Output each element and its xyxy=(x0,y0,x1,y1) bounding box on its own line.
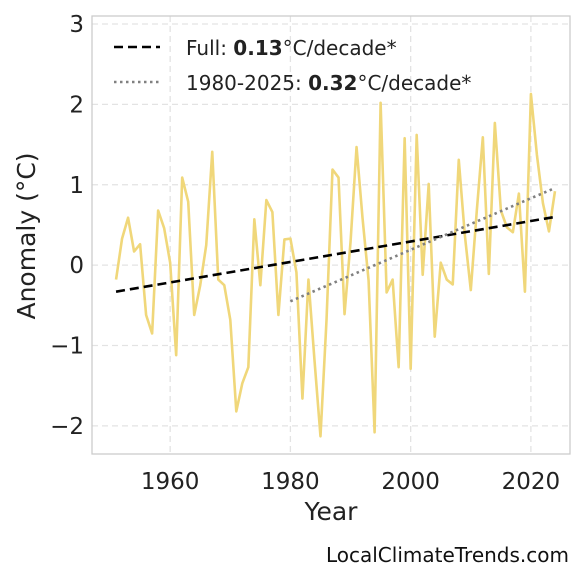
y-tick-label: 2 xyxy=(69,92,84,118)
site-credit: LocalClimateTrends.com xyxy=(325,543,569,567)
legend: Full: 0.13°C/decade* 1980-2025: 0.32°C/d… xyxy=(114,36,471,95)
y-tick-label: 3 xyxy=(69,12,84,38)
y-tick-label: 1 xyxy=(69,173,84,199)
x-tick-label: 2000 xyxy=(381,469,440,495)
plot-frame xyxy=(91,15,571,455)
y-axis-label: Anomaly (°C) xyxy=(12,152,41,319)
grid xyxy=(92,16,570,454)
x-axis-label: Year xyxy=(304,497,359,526)
y-tick-label: −1 xyxy=(50,334,84,360)
y-tick-labels: −2 −1 0 1 2 3 xyxy=(50,12,84,440)
x-tick-label: 1980 xyxy=(261,469,320,495)
data-layer xyxy=(114,92,557,438)
anomaly-series-line xyxy=(114,92,557,438)
x-tick-label: 2020 xyxy=(502,469,561,495)
full-trend-line xyxy=(115,215,556,293)
x-tick-label: 1960 xyxy=(141,469,200,495)
y-tick-label: −2 xyxy=(50,414,84,440)
legend-label-recent-trend: 1980-2025: 0.32°C/decade* xyxy=(186,71,471,95)
x-tick-labels: 1960 1980 2000 2020 xyxy=(141,469,560,495)
legend-label-full-trend: Full: 0.13°C/decade* xyxy=(186,36,397,60)
y-tick-label: 0 xyxy=(69,253,84,279)
